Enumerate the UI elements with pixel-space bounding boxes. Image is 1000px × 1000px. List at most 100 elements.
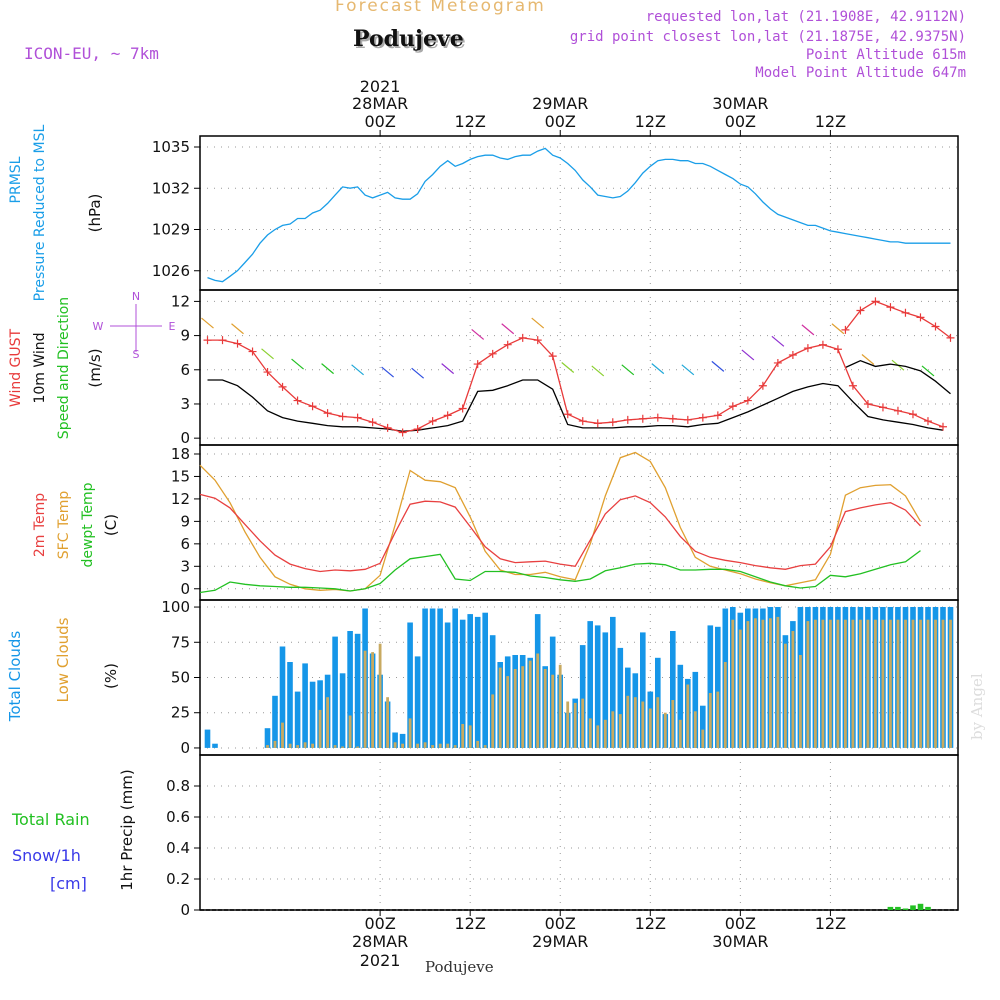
precip-unit: 1hr Precip (mm): [118, 769, 136, 890]
wind-gust-marker: [818, 340, 827, 349]
low-cloud-bar: [791, 631, 795, 748]
wind-direction-arrow: [921, 365, 935, 377]
product-title: Forecast Meteogram: [335, 0, 546, 16]
low-cloud-bar: [446, 743, 450, 748]
wind-gust-marker: [638, 414, 647, 423]
low-cloud-bar: [671, 700, 675, 748]
wind-gust-marker: [248, 347, 257, 356]
pressure-ytick-label: 1029: [152, 221, 190, 239]
total-cloud-bar: [414, 656, 421, 748]
total-cloud-bar: [204, 729, 211, 748]
compass-east: E: [169, 320, 176, 333]
low-cloud-bar: [761, 619, 765, 748]
top-axis-date: 29MAR: [532, 94, 588, 113]
wind-direction-arrow: [441, 363, 455, 375]
pressure-desc-label: Pressure Reduced to MSL: [32, 124, 48, 301]
wind-direction-arrow: [291, 358, 304, 370]
top-axis-date: 28MAR: [352, 94, 408, 113]
temperature-ytick-label: 0: [180, 580, 190, 598]
wind-direction-arrow: [201, 317, 214, 329]
low-cloud-bar: [754, 618, 757, 748]
wind-gust-marker: [893, 406, 902, 415]
low-cloud-bar: [423, 742, 427, 748]
total-cloud-bar: [617, 647, 624, 748]
wind-gust-marker: [833, 345, 842, 354]
pressure-unit: (hPa): [86, 194, 104, 233]
clouds-unit: (%): [102, 663, 120, 689]
precip-ytick-label: 0.8: [166, 777, 190, 795]
wind-gust-marker: [398, 428, 407, 437]
wind-gust-marker: [946, 333, 955, 342]
top-axis-hour: 00Z: [545, 112, 576, 131]
wind-direction-arrow: [381, 366, 395, 378]
wind-gust-marker: [458, 404, 467, 413]
total-cloud-bar: [677, 664, 684, 748]
total-cloud-bar: [610, 616, 616, 748]
wind-gust-marker: [886, 303, 895, 312]
low-cloud-bar: [491, 694, 495, 748]
low-clouds-label: Low Clouds: [54, 617, 72, 702]
total-cloud-bar: [302, 663, 308, 748]
wind-gust-marker: [871, 297, 880, 306]
low-cloud-bar: [311, 743, 314, 748]
wind-direction-arrow: [711, 360, 725, 372]
wind-gust-marker: [563, 410, 572, 419]
rain-bar: [902, 908, 909, 910]
total-rain-label: Total Rain: [11, 810, 90, 829]
low-cloud-bar: [506, 676, 510, 748]
low-cloud-bar: [716, 691, 720, 748]
wind-gust-marker: [443, 411, 452, 420]
low-cloud-bar: [498, 667, 502, 748]
total-cloud-bar: [407, 622, 413, 748]
low-cloud-bar: [784, 643, 787, 748]
total-cloud-bar: [437, 608, 443, 748]
wind-gust-marker: [368, 418, 377, 427]
low-cloud-bar: [333, 745, 337, 748]
wind-direction-arrow: [651, 363, 665, 375]
total-cloud-bar: [474, 616, 481, 748]
low-cloud-bar: [656, 697, 660, 748]
precip-panel-frame: [199, 754, 959, 911]
temp-2m-label: 2m Temp: [32, 493, 48, 557]
wind-gust-marker: [923, 417, 932, 426]
bottom-axis-hour: 12Z: [455, 914, 486, 933]
low-cloud-bar: [663, 712, 667, 748]
clouds-ytick-label: 0: [180, 739, 190, 757]
total-cloud-bar: [347, 631, 353, 748]
low-cloud-bar: [461, 724, 465, 748]
precip-ytick-label: 0.2: [166, 870, 190, 888]
low-cloud-bar: [611, 711, 615, 748]
low-cloud-bar: [566, 701, 570, 748]
wind-direction-arrow: [681, 364, 695, 376]
bottom-axis-date: 28MAR: [352, 932, 408, 951]
low-cloud-bar: [326, 697, 329, 748]
low-cloud-bar: [408, 718, 412, 748]
total-cloud-bar: [482, 612, 488, 748]
low-cloud-bar: [573, 702, 577, 748]
top-axis-date: 30MAR: [712, 94, 768, 113]
low-cloud-bar: [881, 619, 885, 748]
low-cloud-bar: [528, 660, 532, 748]
bottom-axis-hour: 00Z: [725, 914, 756, 933]
wind-gust-marker: [856, 306, 865, 315]
wind-ytick-label: 9: [180, 327, 190, 345]
wind-gust-marker: [863, 399, 872, 408]
top-axis-year: 2021: [360, 77, 401, 96]
total-cloud-bar: [587, 621, 593, 748]
wind-gust-marker: [803, 344, 812, 353]
wind-gust-marker: [698, 413, 707, 422]
low-cloud-bar: [844, 619, 847, 748]
wind-gust-marker: [278, 382, 287, 391]
total-cloud-bar: [212, 743, 218, 748]
wind-gust-marker: [548, 352, 557, 361]
wind-gust-marker: [788, 350, 797, 359]
wind-gust-marker: [901, 308, 910, 317]
pressure-line: [207, 147, 951, 283]
wind-gust-marker: [428, 417, 437, 426]
low-cloud-bar: [941, 619, 945, 748]
wind-direction-arrow: [591, 365, 605, 377]
low-cloud-bar: [551, 674, 555, 748]
wind-gust-marker: [743, 396, 752, 405]
top-axis-hour: 00Z: [364, 112, 395, 131]
low-cloud-bar: [926, 619, 930, 748]
